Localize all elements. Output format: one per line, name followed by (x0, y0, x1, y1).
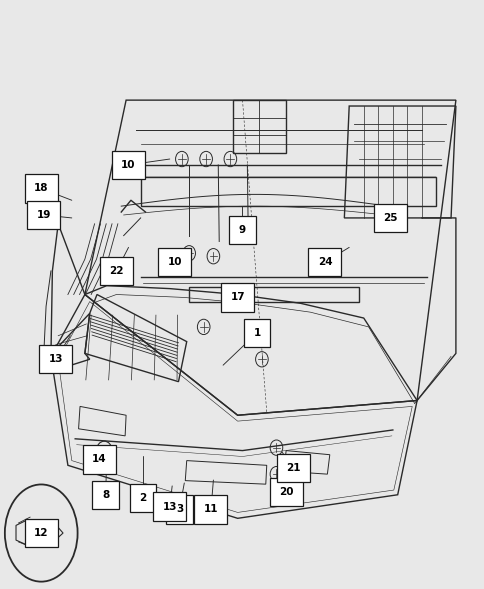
Text: 10: 10 (121, 160, 136, 170)
FancyBboxPatch shape (92, 481, 119, 509)
Text: 18: 18 (34, 184, 48, 193)
Text: 9: 9 (239, 225, 245, 234)
Text: 25: 25 (382, 213, 397, 223)
FancyBboxPatch shape (25, 174, 58, 203)
FancyBboxPatch shape (243, 319, 270, 347)
Text: 21: 21 (286, 464, 300, 473)
FancyBboxPatch shape (269, 478, 302, 506)
Text: 13: 13 (162, 502, 177, 511)
FancyBboxPatch shape (166, 495, 192, 524)
FancyBboxPatch shape (25, 519, 58, 547)
FancyBboxPatch shape (153, 492, 186, 521)
Text: 22: 22 (109, 266, 123, 276)
Text: 19: 19 (36, 210, 51, 220)
FancyBboxPatch shape (308, 248, 341, 276)
Text: 20: 20 (278, 487, 293, 497)
Text: 1: 1 (253, 328, 260, 337)
Ellipse shape (5, 484, 77, 582)
Text: 8: 8 (102, 490, 109, 499)
Text: 3: 3 (176, 505, 182, 514)
Text: 14: 14 (92, 455, 106, 464)
Text: 12: 12 (34, 528, 48, 538)
FancyBboxPatch shape (221, 283, 254, 312)
Text: 11: 11 (203, 505, 218, 514)
FancyBboxPatch shape (112, 151, 145, 179)
FancyBboxPatch shape (100, 257, 133, 285)
FancyBboxPatch shape (83, 445, 116, 474)
FancyBboxPatch shape (129, 484, 156, 512)
Text: 17: 17 (230, 293, 244, 302)
Text: 10: 10 (167, 257, 182, 267)
FancyBboxPatch shape (39, 345, 72, 373)
FancyBboxPatch shape (194, 495, 227, 524)
FancyBboxPatch shape (276, 454, 309, 482)
FancyBboxPatch shape (228, 216, 255, 244)
FancyBboxPatch shape (373, 204, 406, 232)
Text: 2: 2 (139, 493, 146, 502)
Text: 24: 24 (317, 257, 332, 267)
FancyBboxPatch shape (158, 248, 191, 276)
FancyBboxPatch shape (27, 201, 60, 229)
Text: 13: 13 (48, 355, 63, 364)
